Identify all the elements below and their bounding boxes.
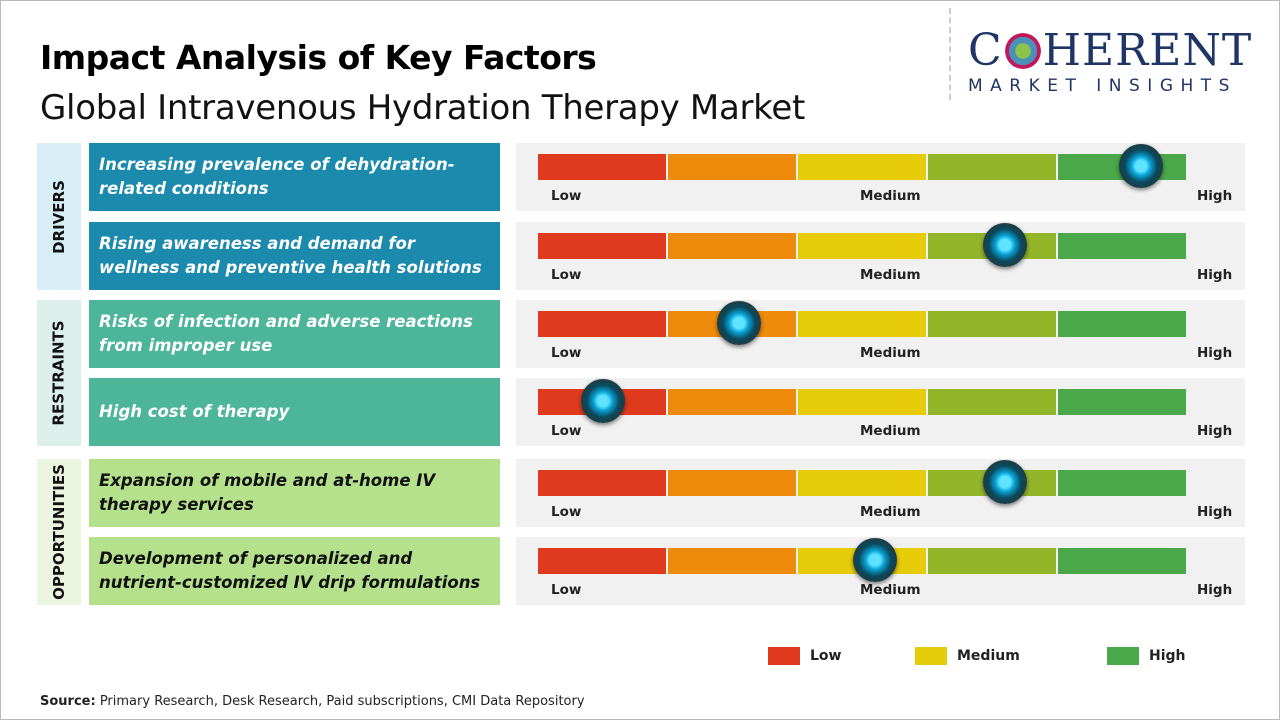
scale-segment: [1058, 233, 1186, 259]
scale-label-high: High: [1197, 345, 1233, 361]
category-opportunities: OPPORTUNITIES: [37, 459, 81, 605]
scale-label-low: Low: [551, 188, 582, 204]
scale-segment: [538, 311, 666, 337]
legend-low: Low: [768, 647, 841, 665]
impact-gauge: Low Medium High: [516, 300, 1245, 368]
impact-gauge: Low Medium High: [516, 222, 1245, 290]
scale-segment: [798, 470, 926, 496]
impact-scale-bar: [538, 154, 1186, 180]
legend-swatch: [768, 647, 800, 665]
legend-swatch: [1107, 647, 1139, 665]
scale-label-high: High: [1197, 423, 1233, 439]
scale-label-low: Low: [551, 423, 582, 439]
scale-label-medium: Medium: [860, 345, 921, 361]
category-drivers: DRIVERS: [37, 143, 81, 290]
scale-segment: [928, 311, 1056, 337]
scale-label-low: Low: [551, 504, 582, 520]
scale-label-low: Low: [551, 582, 582, 598]
scale-label-medium: Medium: [860, 188, 921, 204]
legend-label: Low: [810, 648, 842, 664]
impact-marker: [982, 223, 1027, 267]
scale-segment: [538, 154, 666, 180]
source-note: Source: Primary Research, Desk Research,…: [40, 694, 585, 709]
scale-segment: [538, 233, 666, 259]
category-restraints: RESTRAINTS: [37, 300, 81, 446]
scale-segment: [1058, 389, 1186, 415]
scale-segment: [928, 389, 1056, 415]
factor-label: High cost of therapy: [89, 378, 500, 446]
factor-label: Expansion of mobile and at-home IV thera…: [89, 459, 500, 527]
impact-scale-bar: [538, 233, 1186, 259]
scale-label-high: High: [1197, 188, 1233, 204]
impact-gauge: Low Medium High: [516, 537, 1245, 605]
impact-scale-bar: [538, 470, 1186, 496]
impact-marker: [852, 538, 897, 582]
legend-high: High: [1107, 647, 1186, 665]
scale-segment: [538, 470, 666, 496]
scale-segment: [1058, 311, 1186, 337]
logo-subtext: MARKET INSIGHTS: [968, 76, 1237, 96]
scale-segment: [668, 233, 796, 259]
legend-label: Medium: [957, 648, 1020, 664]
scale-label-medium: Medium: [860, 423, 921, 439]
impact-gauge: Low Medium High: [516, 143, 1245, 211]
scale-segment: [668, 470, 796, 496]
scale-segment: [1058, 470, 1186, 496]
impact-marker: [580, 379, 625, 423]
scale-label-medium: Medium: [860, 582, 921, 598]
page-title: Impact Analysis of Key Factors: [40, 38, 597, 77]
category-label: DRIVERS: [50, 179, 69, 254]
scale-segment: [928, 154, 1056, 180]
scale-label-high: High: [1197, 504, 1233, 520]
scale-segment: [798, 154, 926, 180]
impact-scale-bar: [538, 311, 1186, 337]
category-label: OPPORTUNITIES: [50, 464, 68, 600]
scale-segment: [668, 389, 796, 415]
scale-label-low: Low: [551, 267, 582, 283]
scale-segment: [668, 154, 796, 180]
logo-text: C: [968, 25, 1003, 76]
factor-label: Increasing prevalence of dehydration-rel…: [89, 143, 500, 211]
legend-medium: Medium: [915, 647, 1020, 665]
impact-scale-bar: [538, 548, 1186, 574]
scale-label-low: Low: [551, 345, 582, 361]
impact-marker: [716, 301, 761, 345]
impact-gauge: Low Medium High: [516, 459, 1245, 527]
logo-text: HERENT: [1042, 25, 1253, 76]
company-logo: C HERENT MARKET INSIGHTS: [968, 25, 1260, 97]
globe-icon: [1004, 33, 1041, 69]
scale-segment: [668, 548, 796, 574]
source-label: Source:: [40, 694, 96, 709]
legend-label: High: [1149, 648, 1186, 664]
scale-segment: [928, 548, 1056, 574]
impact-gauge: Low Medium High: [516, 378, 1245, 446]
legend-swatch: [915, 647, 947, 665]
impact-marker: [982, 460, 1027, 504]
scale-label-medium: Medium: [860, 504, 921, 520]
scale-label-high: High: [1197, 267, 1233, 283]
scale-segment: [1058, 548, 1186, 574]
scale-label-medium: Medium: [860, 267, 921, 283]
logo-divider: [949, 8, 951, 100]
impact-scale-bar: [538, 389, 1186, 415]
factor-label: Risks of infection and adverse reactions…: [89, 300, 500, 368]
page-subtitle: Global Intravenous Hydration Therapy Mar…: [40, 88, 805, 128]
source-text: Primary Research, Desk Research, Paid su…: [95, 694, 585, 709]
scale-segment: [798, 389, 926, 415]
impact-marker: [1118, 144, 1163, 188]
scale-segment: [538, 548, 666, 574]
category-label: RESTRAINTS: [50, 320, 69, 426]
factor-label: Development of personalized and nutrient…: [89, 537, 500, 605]
factor-label: Rising awareness and demand for wellness…: [89, 222, 500, 290]
scale-segment: [798, 311, 926, 337]
scale-segment: [798, 233, 926, 259]
scale-label-high: High: [1197, 582, 1233, 598]
